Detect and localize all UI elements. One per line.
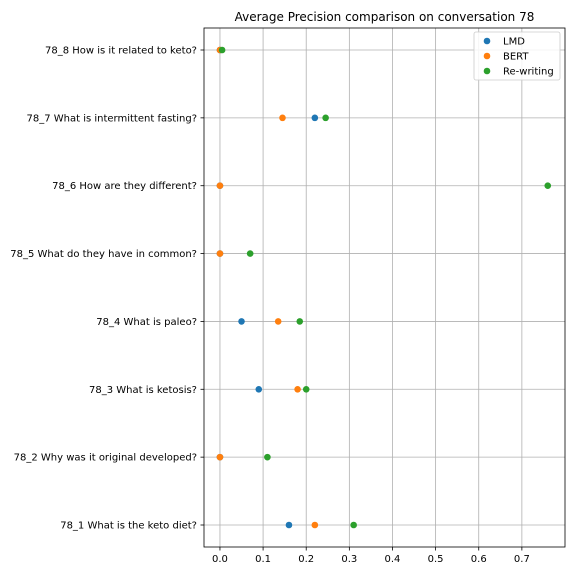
point-bert (294, 385, 301, 393)
point-re-writing (246, 250, 254, 257)
point-lmd (255, 385, 263, 393)
x-tick-label: 0.2 (298, 554, 314, 565)
point-bert (216, 250, 224, 257)
point-bert (279, 114, 286, 122)
y-tick-label: 78_4 What is paleo? (96, 317, 197, 328)
point-re-writing (264, 453, 271, 461)
point-re-writing (218, 46, 226, 54)
y-tick-label: 78_2 Why was it original developed? (14, 453, 197, 464)
plot-frame (203, 27, 566, 548)
point-re-writing (350, 521, 357, 529)
point-lmd (285, 521, 293, 529)
x-tick-label: 0.0 (212, 554, 228, 565)
point-lmd (238, 318, 245, 325)
legend-marker-lmd (483, 37, 491, 45)
y-tick-label: 78_6 How are they different? (52, 181, 197, 192)
point-re-writing (302, 385, 310, 393)
chart-title: Average Precision comparison on conversa… (235, 10, 535, 24)
x-tick-label: 0.1 (255, 554, 271, 565)
x-tick-label: 0.4 (385, 554, 401, 565)
point-bert (216, 453, 224, 461)
x-tick-label: 0.7 (514, 554, 530, 565)
y-tick-label: 78_7 What is intermittent fasting? (26, 113, 197, 124)
legend-label-bert: BERT (503, 52, 529, 63)
point-bert (216, 182, 224, 190)
point-bert (274, 318, 282, 325)
x-tick-label: 0.3 (341, 554, 357, 565)
legend-label-lmd: LMD (503, 37, 525, 48)
point-re-writing (296, 318, 304, 325)
y-tick-label: 78_8 How is it related to keto? (45, 46, 197, 57)
legend-marker-re-writing (483, 67, 491, 75)
point-lmd (311, 114, 319, 122)
y-tick-label: 78_1 What is the keto diet? (60, 521, 197, 532)
legend-label-re-writing: Re-writing (503, 67, 554, 78)
point-bert (311, 521, 319, 529)
point-re-writing (544, 182, 552, 190)
x-tick-label: 0.6 (471, 554, 487, 565)
legend-marker-bert (483, 52, 491, 60)
legend-box (473, 31, 561, 81)
x-tick-label: 0.5 (428, 554, 444, 565)
y-tick-label: 78_3 What is ketosis? (89, 385, 197, 396)
point-re-writing (322, 114, 329, 122)
y-tick-label: 78_5 What do they have in common? (10, 249, 197, 260)
